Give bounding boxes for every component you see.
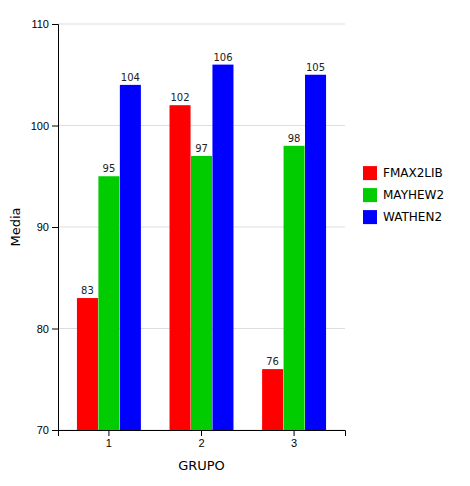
tick-label: 100 <box>31 120 49 132</box>
chart: 83 102 76 95 97 98 104 106 105 70 80 90 100 110 1 2 3 Med… <box>0 0 470 486</box>
x-axis: 1 2 3 <box>59 430 346 449</box>
tick: 90 <box>37 221 58 233</box>
tick-label: 3 <box>291 437 297 449</box>
tick-label: 70 <box>37 424 49 436</box>
tick-mark <box>294 430 295 436</box>
tick: 100 <box>31 120 58 132</box>
tick: 3 <box>291 430 297 449</box>
legend-swatch <box>363 210 377 224</box>
bar <box>191 156 212 430</box>
tick: 1 <box>106 430 112 449</box>
bar <box>170 105 191 430</box>
data-label: 105 <box>306 62 325 73</box>
legend-label: WATHEN2 <box>383 210 442 224</box>
grid <box>58 24 345 430</box>
tick-label: 110 <box>31 18 49 30</box>
data-label: 76 <box>266 356 279 367</box>
tick-label: 80 <box>37 323 49 335</box>
legend: FMAX2LIB MAYHEW2 WATHEN2 <box>363 166 444 225</box>
tick-mark <box>52 329 58 330</box>
y-axis-title: Media <box>8 207 23 246</box>
tick-mark <box>201 430 202 436</box>
legend-item: MAYHEW2 <box>363 188 444 203</box>
data-label: 95 <box>103 163 116 174</box>
axis-line <box>59 431 346 437</box>
legend-item: WATHEN2 <box>363 210 442 225</box>
data-label: 97 <box>195 143 208 154</box>
bar <box>284 146 305 430</box>
tick-label: 90 <box>37 221 49 233</box>
data-label: 83 <box>81 285 94 296</box>
tick: 110 <box>31 18 58 30</box>
legend-label: MAYHEW2 <box>383 188 444 202</box>
tick: 2 <box>198 430 204 449</box>
tick: 80 <box>37 323 58 335</box>
legend-swatch <box>363 188 377 202</box>
legend-label: FMAX2LIB <box>383 166 443 180</box>
legend-swatch <box>363 166 377 180</box>
bar <box>98 176 119 430</box>
grid-line <box>58 24 345 25</box>
x-axis-title: GRUPO <box>178 458 225 473</box>
bar <box>305 75 326 430</box>
tick-mark <box>52 227 58 228</box>
bar <box>120 85 141 430</box>
data-label: 106 <box>213 52 232 63</box>
data-label: 104 <box>121 72 140 83</box>
tick-mark <box>108 430 109 436</box>
plot: 83 102 76 95 97 98 104 106 105 70 80 90 100 110 1 2 3 <box>31 18 346 449</box>
bar <box>77 298 98 430</box>
y-axis: 70 80 90 100 110 <box>31 18 59 436</box>
data-label: 102 <box>170 92 189 103</box>
grid-line <box>58 125 345 126</box>
bars <box>77 65 326 430</box>
data-label: 98 <box>288 133 301 144</box>
axis-line <box>52 25 59 431</box>
tick: 70 <box>37 424 58 436</box>
tick-label: 2 <box>198 437 204 449</box>
tick-mark <box>52 126 58 127</box>
bar <box>262 369 283 430</box>
data-labels: 83 102 76 95 97 98 104 106 105 <box>81 52 325 368</box>
tick-mark <box>52 430 58 431</box>
tick-label: 1 <box>106 437 112 449</box>
legend-item: FMAX2LIB <box>363 166 443 181</box>
bar <box>212 65 233 430</box>
tick-mark <box>52 24 58 25</box>
